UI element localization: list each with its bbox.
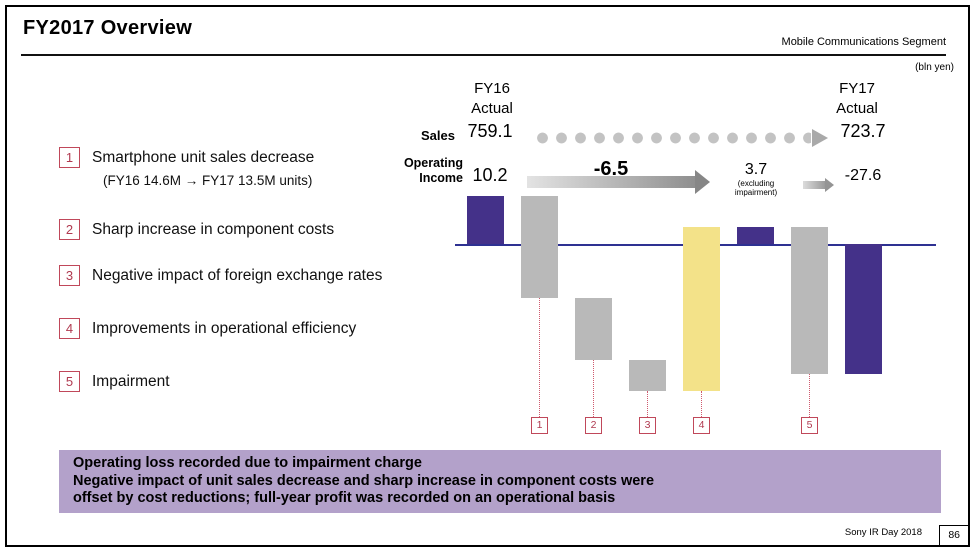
legend-text: Impairment (92, 373, 170, 390)
small-arrow-icon (803, 178, 834, 192)
excl-note-line2: impairment) (734, 188, 778, 198)
sales-fy16-value: 759.1 (467, 121, 513, 141)
legend-text: Sharp increase in component costs (92, 221, 335, 238)
waterfall-bar-efficiency (683, 226, 720, 392)
waterfall-bar-fy16 (467, 196, 504, 244)
oi-excluding-impairment-group: 3.7 (excluding impairment) (713, 161, 799, 197)
oi-excl-value: 3.7 (744, 161, 768, 178)
unit-note: (bln yen) (915, 62, 954, 73)
marker-connector-line (593, 359, 594, 417)
fy17-column-header: FY17 Actual (802, 79, 912, 118)
legend-text: Smartphone unit sales decrease (92, 149, 315, 166)
summary-line: Operating loss recorded due to impairmen… (73, 455, 422, 471)
legend-number-box: 2 (59, 219, 80, 240)
legend-item: 4 Improvements in operational efficiency (59, 318, 356, 339)
legend-item: 5 Impairment (59, 371, 170, 392)
fy17-label: FY17 (839, 80, 875, 97)
marker-connector-line (809, 373, 810, 417)
excl-note-line1: (excluding (737, 179, 775, 188)
bridge-arrow-icon (527, 170, 710, 194)
oi-fy16-value: 10.2 (472, 165, 508, 185)
marker-connector-line (701, 391, 702, 417)
page-number: 86 (939, 525, 968, 545)
summary-line: Negative impact of unit sales decrease a… (73, 472, 655, 489)
waterfall-bar-fx (629, 359, 666, 392)
sales-row-label: Sales (421, 128, 455, 143)
fy17-actual-label: Actual (836, 99, 878, 117)
fy16-actual-label: Actual (471, 99, 513, 117)
waterfall-bar-unit-sales (521, 196, 558, 299)
slide-root: FY2017 Overview Mobile Communications Se… (5, 5, 970, 547)
oi-fy17-value: -27.6 (844, 167, 882, 184)
waterfall-chart: 1 2 3 4 5 (455, 189, 947, 447)
summary-box: Operating loss recorded due to impairmen… (59, 450, 941, 513)
bar-marker-2: 2 (585, 417, 602, 434)
legend-text: Improvements in operational efficiency (92, 320, 357, 337)
legend-number-box: 5 (59, 371, 80, 392)
bar-marker-4: 4 (693, 417, 710, 434)
legend-number-box: 1 (59, 147, 80, 168)
excl-impairment-note: (excluding impairment) (713, 179, 799, 197)
operating-income-row-label: Operating Income (359, 156, 463, 186)
footer-source: Sony IR Day 2018 (844, 527, 922, 538)
bar-marker-5: 5 (801, 417, 818, 434)
fy16-column-header: FY16 Actual (432, 79, 552, 118)
waterfall-bar-excl-impairment (737, 226, 774, 244)
header-divider (21, 54, 946, 56)
legend-number-box: 4 (59, 318, 80, 339)
dotted-arrow-icon (533, 129, 828, 147)
legend-item: 3 Negative impact of foreign exchange ra… (59, 265, 382, 286)
waterfall-bar-impairment (791, 226, 828, 374)
bar-marker-3: 3 (639, 417, 656, 434)
fy16-label: FY16 (474, 80, 510, 97)
waterfall-bar-fy17 (845, 244, 882, 374)
legend-text: Negative impact of foreign exchange rate… (92, 267, 383, 284)
bar-marker-1: 1 (531, 417, 548, 434)
sales-fy17-value: 723.7 (840, 121, 886, 141)
marker-connector-line (539, 298, 540, 417)
legend-number-box: 3 (59, 265, 80, 286)
legend-subtext: (FY16 14.6M → FY17 13.5M units) (103, 173, 313, 188)
waterfall-bar-component-costs (575, 298, 612, 360)
oi-label-line2: Income (419, 171, 463, 185)
legend-item: 2 Sharp increase in component costs (59, 219, 334, 240)
marker-connector-line (647, 391, 648, 417)
legend-item: 1 Smartphone unit sales decrease (59, 147, 314, 168)
segment-label: Mobile Communications Segment (781, 36, 946, 48)
summary-line: offset by cost reductions; full-year pro… (73, 490, 616, 506)
oi-label-line1: Operating (403, 156, 463, 170)
bridge-delta-value: -6.5 (593, 158, 629, 180)
page-title: FY2017 Overview (23, 17, 193, 39)
